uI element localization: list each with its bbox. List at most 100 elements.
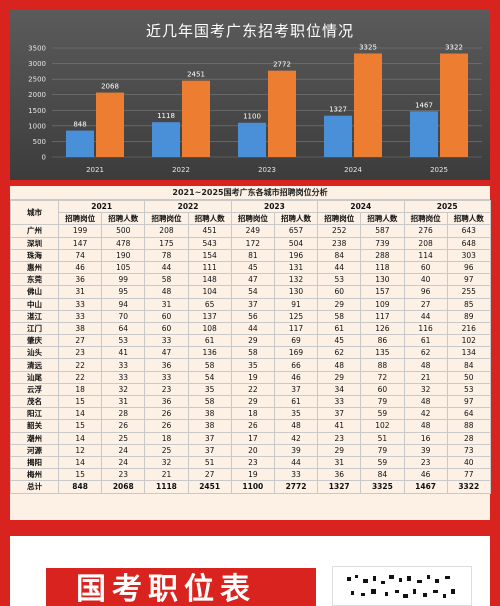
table-cell: 14 — [57, 431, 103, 445]
table-cell: 25 — [144, 443, 189, 457]
table-cell: 62 — [317, 346, 362, 360]
table-row: 汕头 23 41 47 136 58 169 62 135 62 134 — [10, 346, 491, 360]
table-cell: 46 — [57, 260, 103, 275]
table-cell: 3322 — [446, 480, 491, 494]
bottom-banner: 国考职位表 — [10, 536, 490, 606]
table-cell: 69 — [273, 334, 319, 348]
data-label: 1327 — [329, 106, 347, 114]
table-cell: 15 — [57, 468, 103, 482]
year-header: 2022 — [144, 199, 232, 214]
table-cell: 23 — [317, 431, 362, 445]
table-cell: 2772 — [273, 480, 319, 494]
table-cell: 95 — [101, 285, 146, 299]
table-cell: 131 — [273, 260, 319, 275]
table-row: 惠州 46 105 44 111 45 131 44 118 60 96 — [10, 260, 491, 275]
table-cell: 29 — [317, 370, 362, 384]
table-row: 广州 199 500 208 451 249 657 252 587 276 643 — [10, 224, 491, 238]
table-cell: 33 — [317, 394, 362, 409]
table-cell: 117 — [360, 309, 405, 323]
table-cell: 44 — [403, 309, 448, 323]
table-cell: 54 — [230, 285, 275, 299]
y-tick-label: 3500 — [28, 45, 46, 53]
table-cell: 35 — [230, 358, 275, 372]
table-cell: 33 — [273, 468, 319, 482]
bar — [410, 111, 438, 157]
y-tick-label: 1000 — [28, 122, 46, 130]
city-name: 湛江 — [10, 309, 59, 323]
table-cell: 45 — [230, 260, 275, 275]
sub-header: 招聘岗位 — [317, 212, 362, 226]
total-row: 总计 848 2068 1118 2451 1100 2772 1327 3325 1467 332… — [10, 480, 491, 494]
table-cell: 3325 — [360, 480, 405, 494]
table-cell: 238 — [317, 236, 362, 250]
city-name: 汕头 — [10, 346, 59, 360]
table-cell: 208 — [403, 236, 448, 250]
city-name: 韶关 — [10, 419, 59, 433]
table-cell: 86 — [360, 334, 405, 348]
table-cell: 33 — [57, 309, 103, 323]
table-cell: 59 — [360, 455, 405, 470]
table-cell: 102 — [446, 334, 491, 348]
chart-title: 近几年国考广东招考职位情况 — [145, 22, 354, 40]
table-cell: 33 — [101, 370, 146, 384]
table-cell: 50 — [446, 370, 491, 384]
table-cell: 190 — [101, 248, 146, 262]
table-cell: 48 — [403, 419, 448, 433]
table-cell: 1467 — [403, 480, 448, 494]
table-cell: 54 — [187, 370, 232, 384]
sub-header: 招聘人数 — [446, 212, 491, 226]
table-cell: 108 — [187, 321, 232, 336]
table-cell: 739 — [360, 236, 405, 250]
bar-chart-panel: 0 500 1000 1500 2000 2500 3000 3500 848 2068 2021 1… — [10, 10, 490, 180]
table-cell: 58 — [317, 309, 362, 323]
table-row: 河源 12 24 25 37 20 39 29 79 39 73 — [10, 443, 491, 457]
year-header: 2024 — [317, 199, 405, 214]
table-cell: 48 — [317, 358, 362, 372]
year-header: 2025 — [403, 199, 491, 214]
table-title: 2021~2025国考广东各城市招聘岗位分析 — [10, 186, 490, 200]
table-cell: 79 — [360, 443, 405, 457]
table-cell: 35 — [187, 382, 232, 397]
table-row: 揭阳 14 24 32 51 23 44 31 59 23 40 — [10, 455, 491, 470]
table-cell: 60 — [144, 309, 189, 323]
table-cell: 109 — [360, 297, 405, 311]
table-cell: 44 — [230, 321, 275, 336]
table-cell: 118 — [360, 260, 405, 275]
table-row: 阳江 14 28 26 38 18 35 37 59 42 64 — [10, 407, 491, 421]
bar — [238, 122, 266, 157]
table-cell: 48 — [273, 419, 319, 433]
y-tick-label: 2500 — [28, 76, 46, 84]
table-cell: 39 — [273, 443, 319, 457]
y-tick-label: 0 — [42, 154, 46, 162]
table-row: 江门 38 64 60 108 44 117 61 126 116 216 — [10, 321, 491, 336]
table-cell: 249 — [230, 224, 275, 238]
table-cell: 58 — [144, 273, 189, 287]
table-cell: 26 — [101, 419, 146, 433]
table-row: 东莞 36 99 58 148 47 132 53 130 40 97 — [10, 273, 491, 287]
table-cell: 70 — [101, 309, 146, 323]
table-cell: 61 — [317, 321, 362, 336]
bar — [182, 80, 210, 157]
table-cell: 33 — [144, 370, 189, 384]
year-header: 2023 — [230, 199, 319, 214]
year-header: 2021 — [57, 199, 146, 214]
table-cell: 51 — [187, 455, 232, 470]
table-cell: 26 — [144, 419, 189, 433]
table-cell: 61 — [187, 334, 232, 348]
city-name: 清远 — [10, 358, 59, 372]
table-cell: 72 — [360, 370, 405, 384]
table-cell: 154 — [187, 248, 232, 262]
bar — [354, 53, 382, 158]
table-cell: 88 — [446, 419, 491, 433]
sub-header: 招聘岗位 — [403, 212, 448, 226]
table-cell: 97 — [446, 394, 491, 409]
table-cell: 31 — [317, 455, 362, 470]
x-tick-label: 2024 — [344, 166, 362, 174]
table-cell: 14 — [57, 407, 103, 421]
table-cell: 29 — [230, 334, 275, 348]
sub-header: 招聘岗位 — [57, 212, 103, 226]
city-column-header: 城市 — [10, 199, 59, 226]
table-cell: 41 — [101, 346, 146, 360]
table-cell: 48 — [403, 394, 448, 409]
table-cell: 16 — [403, 431, 448, 445]
